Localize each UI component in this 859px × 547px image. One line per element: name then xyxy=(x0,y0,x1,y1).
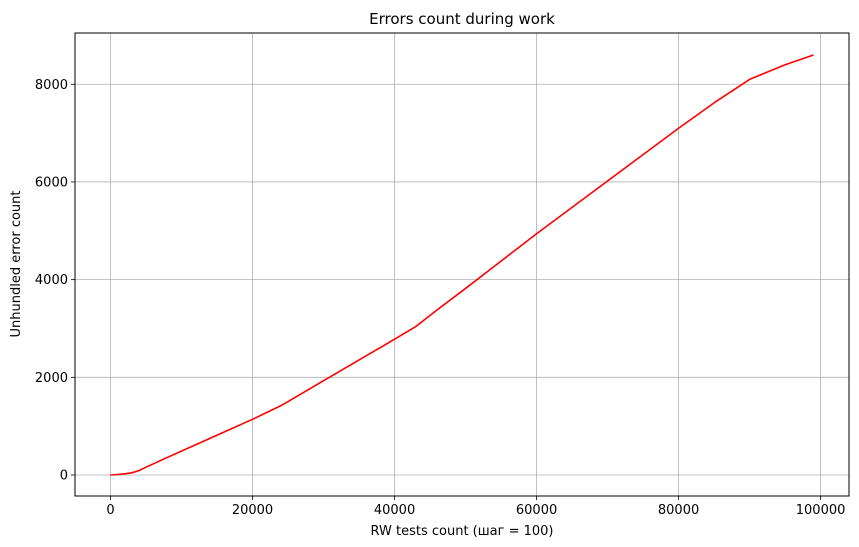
y-tick-label: 6000 xyxy=(35,175,68,190)
x-tick-label: 100000 xyxy=(796,503,846,518)
chart-title: Errors count during work xyxy=(369,10,555,28)
plot-frame xyxy=(74,32,850,497)
y-axis-label: Unhundled error count xyxy=(9,191,24,338)
x-tick-label: 40000 xyxy=(374,503,415,518)
ticks: 0 20000 40000 60000 80000 100000 0 2000 4000 6000… xyxy=(35,78,846,518)
series-layer xyxy=(110,54,814,476)
grid xyxy=(75,33,849,496)
x-tick-label: 0 xyxy=(106,503,114,518)
series-line xyxy=(110,54,814,476)
y-tick-label: 8000 xyxy=(35,78,68,93)
y-tick-label: 2000 xyxy=(35,371,68,386)
y-tick-label: 0 xyxy=(60,468,68,483)
x-axis-label: RW tests count (шаг = 100) xyxy=(371,524,554,539)
x-tick-label: 20000 xyxy=(232,503,273,518)
x-tick-label: 60000 xyxy=(516,503,557,518)
x-tick-label: 80000 xyxy=(658,503,699,518)
y-tick-label: 4000 xyxy=(35,273,68,288)
